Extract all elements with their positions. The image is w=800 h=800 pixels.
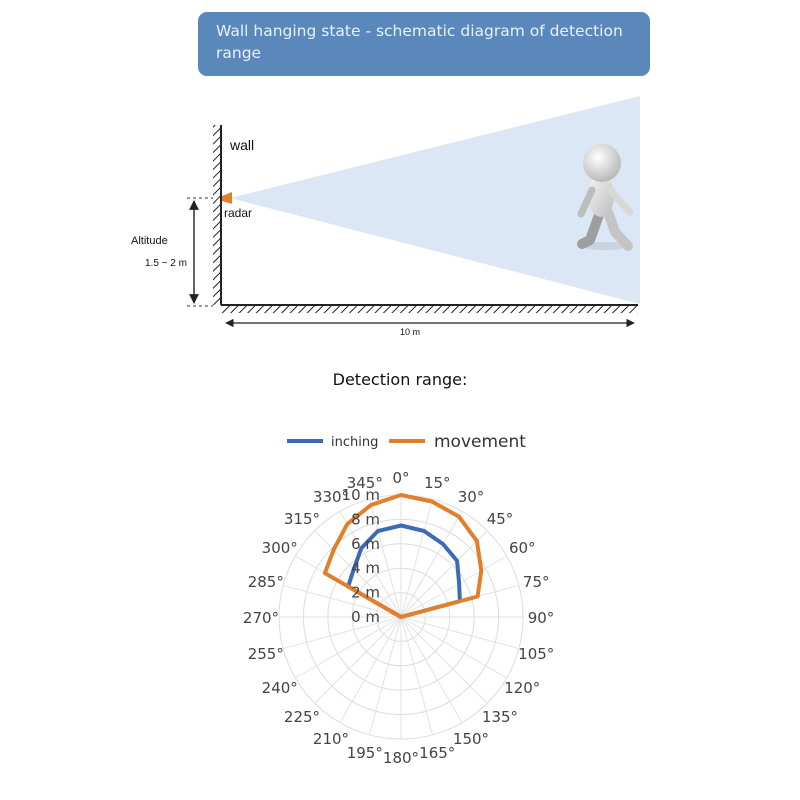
angle-label: 240° <box>262 679 298 697</box>
angle-label: 255° <box>248 645 284 663</box>
spoke-line <box>400 499 434 618</box>
spoke-line <box>400 616 488 704</box>
angle-label: 195° <box>347 744 383 762</box>
spoke-line <box>314 616 402 704</box>
legend-label-movement: movement <box>434 432 526 452</box>
angle-label: 225° <box>284 708 320 726</box>
angle-label: 45° <box>487 510 514 528</box>
angle-label: 150° <box>453 730 489 748</box>
angle-label: 210° <box>313 730 349 748</box>
radial-label: 10 m <box>342 486 380 504</box>
series-layer <box>322 493 484 619</box>
detection-range-title: Detection range: <box>332 370 468 389</box>
angle-label: 90° <box>528 609 555 627</box>
spoke-line <box>283 584 402 618</box>
wall-label: wall <box>229 137 254 153</box>
spoke-line <box>283 616 402 650</box>
walking-person-icon <box>577 144 634 251</box>
radial-label: 2 m <box>351 584 380 602</box>
radar-icon <box>222 192 232 204</box>
ground-hatching <box>221 305 638 313</box>
angle-label: 285° <box>248 573 284 591</box>
spoke-line <box>400 616 519 650</box>
angle-label: 300° <box>262 539 298 557</box>
angle-label: 60° <box>509 539 536 557</box>
angle-label: 330° <box>313 488 349 506</box>
series-movement <box>322 493 484 619</box>
angle-label: 165° <box>419 744 455 762</box>
spoke-line <box>400 555 507 618</box>
distance-label: 10 m <box>400 327 420 337</box>
spoke-line <box>400 616 463 723</box>
angle-label: 30° <box>458 488 485 506</box>
angle-labels: 0° 15° 30°45° 60° 75° 90° 105° 120° 135° 150°165°… <box>243 469 554 767</box>
spoke-line <box>368 616 402 735</box>
angle-label: 120° <box>504 679 540 697</box>
angle-label: 270° <box>243 609 279 627</box>
wall-hatching <box>213 125 221 305</box>
angle-label: 135° <box>482 708 518 726</box>
spoke-line <box>400 511 463 618</box>
radial-labels: 0 m 2 m 4 m 6 m 8 m 10 m <box>342 486 380 626</box>
radial-label: 0 m <box>351 608 380 626</box>
spoke-line <box>368 499 402 618</box>
title-banner: Wall hanging state - schematic diagram o… <box>198 12 650 76</box>
spoke-line <box>400 530 488 618</box>
angle-label: 105° <box>518 645 554 663</box>
legend-label-inching: inching <box>331 435 378 450</box>
spoke-line <box>314 530 402 618</box>
altitude-label: Altitude <box>131 235 168 247</box>
angle-label: 0° <box>392 469 409 487</box>
angle-label: 180° <box>383 749 419 767</box>
spoke-line <box>400 616 434 735</box>
angle-label: 315° <box>284 510 320 528</box>
spoke-line <box>295 616 402 679</box>
spoke-line <box>339 511 402 618</box>
radial-label: 8 m <box>351 510 380 528</box>
angle-label: 15° <box>424 474 451 492</box>
altitude-value: 1.5 ~ 2 m <box>145 258 187 269</box>
angle-label: 75° <box>523 573 550 591</box>
legend: inching movement <box>287 432 526 452</box>
angle-label: 345° <box>347 474 383 492</box>
banner-title: Wall hanging state - schematic diagram o… <box>216 22 623 62</box>
detection-beam <box>230 96 640 304</box>
radar-chart: 0° 15° 30°45° 60° 75° 90° 105° 120° 135° 150°165°… <box>243 432 554 767</box>
spoke-line <box>339 616 402 723</box>
wall-schematic: wall radar Altitude 1.5 ~ 2 m 10 m <box>131 96 640 337</box>
radial-label: 6 m <box>351 535 380 553</box>
radial-label: 4 m <box>351 559 380 577</box>
spoke-line <box>400 616 507 679</box>
radar-label: radar <box>224 206 252 220</box>
